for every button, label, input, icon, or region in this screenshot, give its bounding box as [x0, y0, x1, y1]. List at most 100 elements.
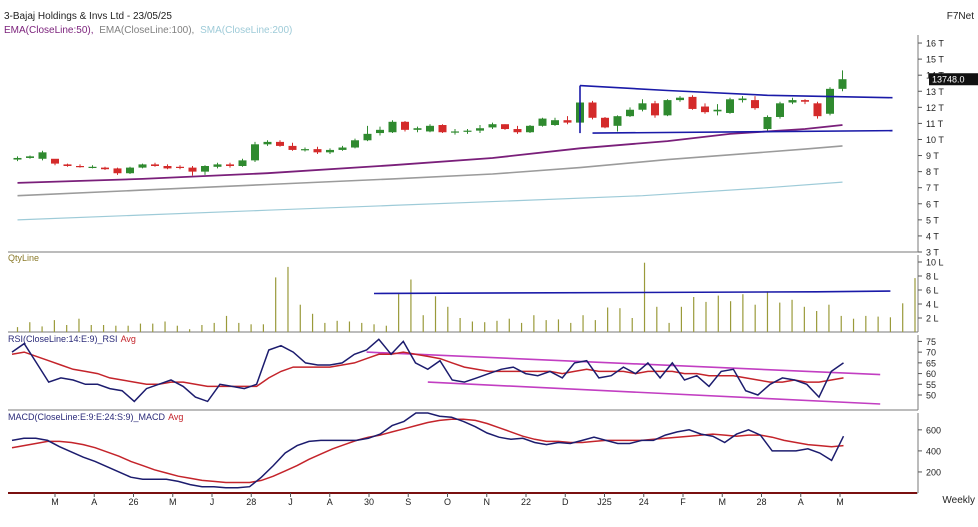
x-tick-label: M: [169, 497, 177, 507]
legend-ema100: EMA(CloseLine:100),: [99, 25, 194, 36]
x-tick-label: M: [719, 497, 727, 507]
candle-body: [76, 166, 84, 167]
candle-body: [64, 164, 72, 166]
candle-body: [551, 120, 559, 125]
price-panel: 3 T4 T5 T6 T7 T8 T9 T10 T11 T12 T13 T14 …: [14, 39, 978, 258]
x-tick-label: O: [444, 497, 451, 507]
candle-body: [26, 156, 34, 158]
candle-body: [139, 164, 147, 167]
x-tick-label: J25: [597, 497, 612, 507]
x-tick-label: 30: [364, 497, 374, 507]
x-tick-label: F: [680, 497, 686, 507]
candle-body: [789, 100, 797, 102]
y-tick-label: 16 T: [926, 39, 944, 49]
candle-body: [14, 158, 22, 160]
candle-body: [51, 159, 59, 164]
legend-ema50: EMA(CloseLine:50),: [4, 25, 93, 36]
candle-body: [301, 149, 309, 150]
y-tick-label: 15 T: [926, 55, 944, 65]
x-tick-label: D: [562, 497, 569, 507]
candle-body: [689, 97, 697, 109]
candle-body: [476, 128, 484, 130]
candle-body: [251, 144, 259, 160]
period-label: Weekly: [942, 495, 975, 506]
y-tick-label: 8 T: [926, 167, 939, 177]
candle-body: [226, 164, 234, 166]
candle-body: [276, 142, 284, 146]
candle-body: [39, 152, 47, 158]
candle-body: [401, 122, 409, 130]
candle-body: [339, 148, 347, 150]
candle-body: [289, 146, 297, 150]
candle-body: [514, 129, 522, 132]
candle-body: [701, 107, 709, 113]
volume-trendline: [374, 291, 890, 293]
y-tick-label: 12 T: [926, 103, 944, 113]
x-tick-label: A: [798, 497, 804, 507]
legend-sma200: SMA(CloseLine:200): [200, 25, 292, 36]
candle-body: [614, 116, 622, 126]
sma200-line: [18, 182, 843, 220]
candle-body: [126, 168, 134, 174]
y-tick-label: 75: [926, 337, 936, 347]
y-tick-label: 600: [926, 425, 941, 435]
candle-body: [176, 167, 184, 168]
y-tick-label: 6 L: [926, 286, 939, 296]
candle-body: [639, 103, 647, 109]
candle-body: [189, 168, 197, 172]
candle-body: [726, 99, 734, 113]
candle-body: [351, 140, 359, 147]
candle-body: [564, 120, 572, 122]
y-tick-label: 55: [926, 380, 936, 390]
macd-label-avg: Avg: [168, 412, 183, 422]
y-tick-label: 10 T: [926, 135, 944, 145]
candle-body: [114, 168, 122, 173]
x-tick-label: 24: [639, 497, 649, 507]
candle-body: [326, 150, 334, 152]
candle-body: [676, 98, 684, 100]
candle-body: [539, 119, 547, 126]
rsi-label-avg: Avg: [121, 334, 136, 344]
y-tick-label: 3 T: [926, 248, 939, 258]
rsi-trendline: [428, 382, 880, 404]
candle-body: [426, 126, 434, 132]
x-tick-label: J: [288, 497, 293, 507]
candle-body: [839, 79, 847, 89]
x-tick-label: S: [405, 497, 411, 507]
candle-body: [214, 164, 222, 166]
y-tick-label: 9 T: [926, 151, 939, 161]
last-price-label: 13748.0: [932, 75, 965, 85]
candle-body: [776, 103, 784, 117]
macd-line: [12, 413, 844, 488]
candle-body: [714, 110, 722, 112]
volume-label: QtyLine: [8, 253, 39, 263]
candle-body: [751, 100, 759, 108]
candle-body: [489, 124, 497, 127]
ema50-line: [18, 125, 843, 183]
y-tick-label: 7 T: [926, 183, 939, 193]
candle-body: [439, 125, 447, 132]
candle-body: [739, 98, 747, 100]
candle-body: [626, 110, 634, 116]
candle-body: [164, 166, 172, 168]
candle-body: [764, 117, 772, 129]
y-tick-label: 60: [926, 369, 936, 379]
x-tick-label: 26: [128, 497, 138, 507]
candle-body: [376, 130, 384, 133]
candle-body: [314, 149, 322, 152]
candle-body: [89, 167, 97, 168]
candle-body: [151, 164, 159, 166]
x-tick-label: N: [484, 497, 491, 507]
x-tick-label: 28: [756, 497, 766, 507]
y-tick-label: 11 T: [926, 119, 944, 129]
x-tick-label: 28: [246, 497, 256, 507]
candle-body: [451, 131, 459, 132]
x-tick-label: M: [836, 497, 844, 507]
